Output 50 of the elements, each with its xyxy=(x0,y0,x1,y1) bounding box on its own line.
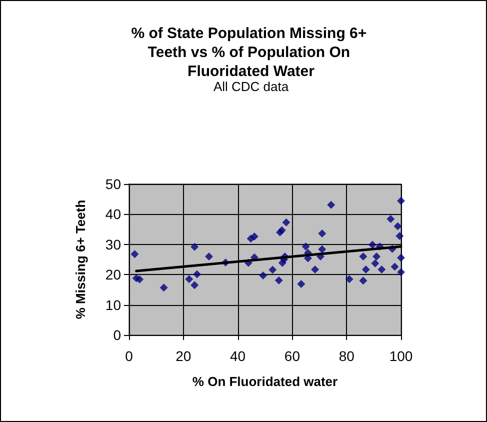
point xyxy=(268,266,277,274)
point xyxy=(318,245,326,254)
x-tick-label: 60 xyxy=(284,348,300,364)
y-axis-title: % Missing 6+ Teeth xyxy=(73,200,88,320)
point xyxy=(378,265,386,274)
y-tick-label: 30 xyxy=(105,236,122,252)
point xyxy=(136,275,144,284)
point xyxy=(160,284,168,292)
point xyxy=(397,268,405,276)
x-tick-label: 40 xyxy=(230,348,246,364)
point xyxy=(359,276,368,285)
point xyxy=(311,265,320,274)
point xyxy=(297,280,306,288)
point xyxy=(250,232,258,241)
x-tick-label: 20 xyxy=(176,348,192,364)
point xyxy=(190,242,199,251)
point xyxy=(282,218,290,226)
point xyxy=(362,265,370,274)
point xyxy=(397,254,405,262)
x-tick-label: 100 xyxy=(389,348,413,364)
point xyxy=(130,250,139,258)
point xyxy=(190,281,199,290)
point xyxy=(372,252,381,260)
point xyxy=(318,230,326,238)
point xyxy=(386,215,395,224)
point xyxy=(359,252,368,260)
point xyxy=(397,196,405,205)
x-tick-label: 80 xyxy=(338,348,355,364)
x-axis-title: % On Fluoridated water xyxy=(192,374,338,389)
chart-subtitle: All CDC data xyxy=(213,79,290,94)
point xyxy=(193,270,201,278)
point xyxy=(274,276,283,284)
y-tick-label: 40 xyxy=(105,206,122,222)
point xyxy=(345,275,354,284)
point xyxy=(390,262,399,271)
chart-title: % of State Population Missing 6+ Teeth vs % of Population On Fluoridated Water xyxy=(131,25,371,80)
point xyxy=(394,222,402,230)
point xyxy=(396,232,404,240)
point xyxy=(302,242,310,251)
point xyxy=(368,240,376,249)
point xyxy=(185,275,194,284)
y-tick-label: 10 xyxy=(105,296,122,313)
y-tick-label: 0 xyxy=(113,327,122,343)
point xyxy=(371,259,380,268)
y-tick-label: 20 xyxy=(105,266,122,283)
point xyxy=(327,200,336,209)
point xyxy=(259,272,268,280)
y-tick-label: 50 xyxy=(105,176,122,192)
point xyxy=(204,252,213,260)
x-tick-label: 0 xyxy=(125,348,134,364)
